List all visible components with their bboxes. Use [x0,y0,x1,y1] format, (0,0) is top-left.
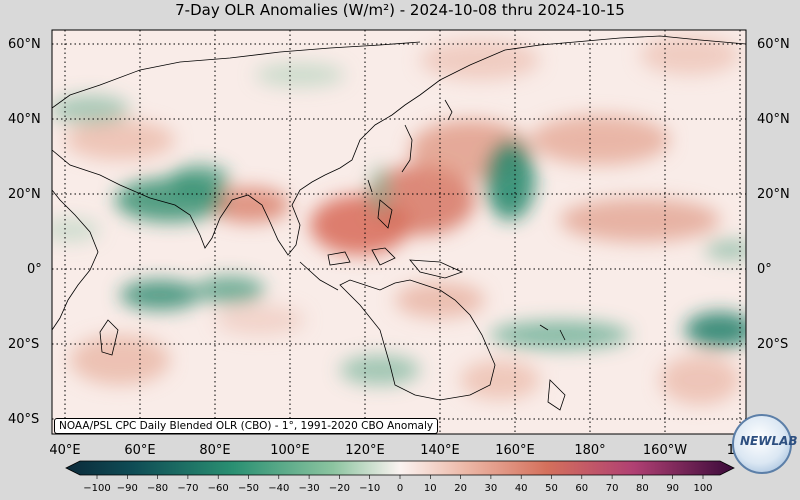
colorbar-tick-label: 60 [575,483,589,494]
colorbar-tick-label: 70 [605,483,619,494]
lon-label-100e: 100°E [270,443,310,458]
lat-label-40n-right: 40°N [757,112,790,127]
lat-label-40n-left: 40°N [8,112,41,127]
map-title: 7-Day OLR Anomalies (W/m²) - 2024-10-08 … [175,1,625,19]
colorbar-tick-label: −40 [268,483,290,494]
colorbar-tick-label: −30 [298,483,320,494]
lat-label-20n-left: 20°N [8,187,41,202]
lon-label-140e: 140°E [420,443,460,458]
colorbar-tick-label: 90 [666,483,680,494]
lat-label-40s-left: 40°S [8,412,40,427]
lon-label-180: 180° [574,443,606,458]
data-source-credit: NOAA/PSL CPC Daily Blended OLR (CBO) - 1… [54,418,439,434]
lon-label-40e: 40°E [49,443,81,458]
lon-label-80e: 80°E [199,443,231,458]
lon-label-60e: 60°E [124,443,156,458]
colorbar-tick-label: −50 [237,483,260,494]
map-frame [51,29,747,435]
logo-text: NEWLAB [740,434,798,448]
lon-label-160e: 160°E [495,443,535,458]
colorbar-tick-label: 30 [484,483,498,494]
lat-label-20s-left: 20°S [8,337,40,352]
colorbar-tick-label: 100 [693,483,713,494]
colorbar-tick-label: −90 [116,483,138,494]
lon-label-160w: 160°W [642,443,688,458]
colorbar-tick-label: 50 [545,483,558,494]
anomaly-field [52,30,746,434]
colorbar-tick-label: 10 [423,483,437,494]
lat-label-eq-right: 0° [757,262,772,277]
colorbar-tick-label: 20 [454,483,467,494]
colorbar-tick-label: −80 [147,483,169,494]
colorbar-tick-label: 0 [396,483,404,494]
lat-label-60n-left: 60°N [8,37,41,52]
lat-label-20n-right: 20°N [757,187,790,202]
lat-label-60n-right: 60°N [757,37,790,52]
coastlines [52,35,746,411]
lat-label-eq-left: 0° [27,262,42,277]
colorbar-tick-label: −20 [328,483,350,494]
colorbar-tick-label: −100 [83,483,111,494]
colorbar-tick-label: 40 [514,483,528,494]
colorbar-ticks [96,475,704,479]
lon-label-120e: 120°E [345,443,385,458]
noaa-psl-logo: NEWLAB [732,414,798,474]
lat-label-20s-right: 20°S [757,337,789,352]
colorbar-tick-label: −10 [359,483,381,494]
colorbar-tick-label: −60 [207,483,229,494]
colorbar-tick-label: −70 [177,483,199,494]
colorbar-tick-label: 80 [636,483,649,494]
colorbar [65,460,735,476]
